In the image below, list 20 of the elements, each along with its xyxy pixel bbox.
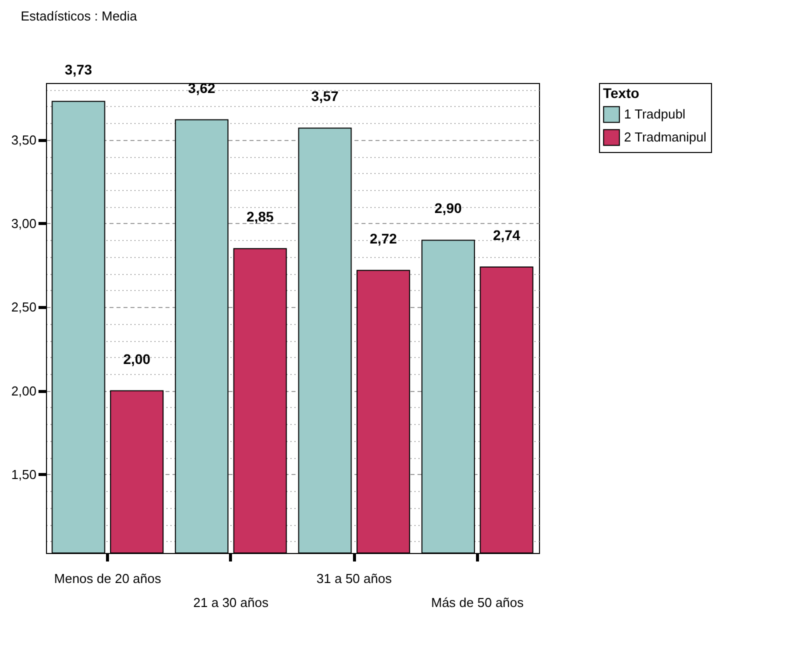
y-tick-label: 2,50 (11, 300, 36, 315)
y-tick-label: 1,50 (11, 466, 36, 482)
legend-title: Texto (603, 85, 640, 101)
legend-label: 1 Tradpubl (624, 106, 686, 122)
y-tick-label: 3,50 (11, 132, 36, 148)
legend-label: 2 Tradmanipul (624, 130, 706, 144)
data-label: 3,73 (64, 61, 92, 78)
y-tick-label: 3,00 (11, 216, 36, 231)
data-label: 2,74 (492, 226, 520, 243)
data-label: 2,90 (434, 200, 462, 216)
chart-title: Estadísticos : Media (20, 8, 138, 24)
x-tick-label: Menos de 20 años (54, 571, 162, 586)
data-label: 3,57 (311, 88, 339, 104)
data-label: 2,72 (370, 230, 398, 246)
x-tick-label: Más de 50 años (431, 595, 524, 610)
x-tick-label: 31 a 50 años (316, 571, 392, 586)
y-tick-label: 2,00 (11, 383, 36, 398)
x-tick-label: 21 a 30 años (193, 595, 269, 610)
data-label: 2,85 (246, 208, 274, 225)
data-label: 2,00 (123, 350, 151, 367)
